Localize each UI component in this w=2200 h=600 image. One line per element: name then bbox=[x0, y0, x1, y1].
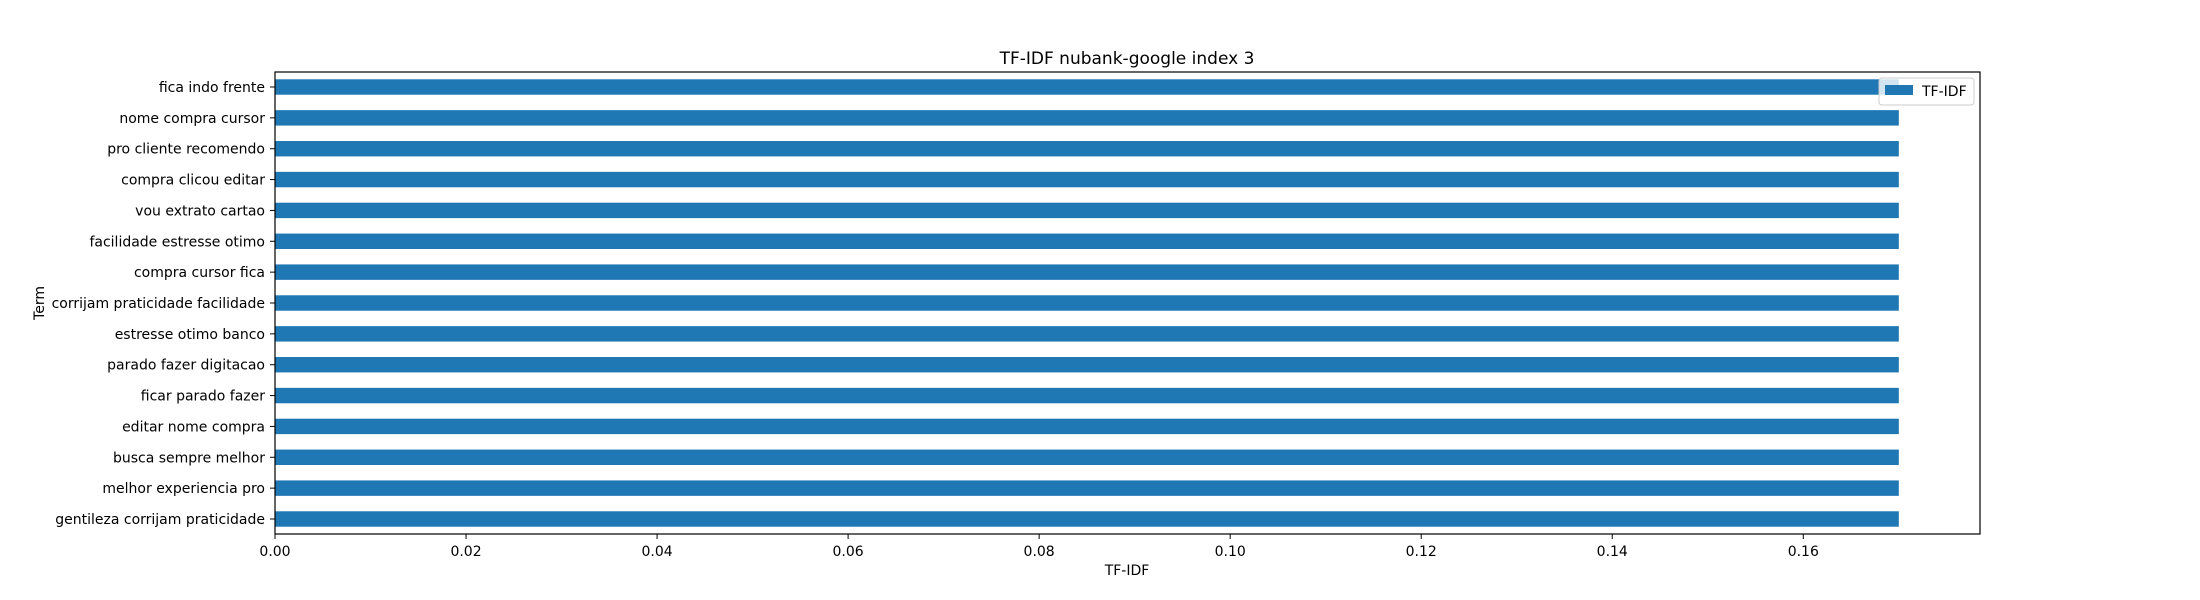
legend-swatch bbox=[1885, 85, 1913, 95]
y-tick-label: compra clicou editar bbox=[121, 173, 265, 189]
y-axis-label: Term bbox=[32, 286, 48, 321]
x-axis: 0.00 0.02 0.04 0.06 0.08 0.10 0.12 0.14 0.16 bbox=[259, 534, 1819, 560]
y-tick-label: busca sempre melhor bbox=[113, 450, 265, 466]
chart-title: TF-IDF nubank-google index 3 bbox=[999, 49, 1255, 69]
y-axis: fica indo frente nome compra cursor pro cl… bbox=[52, 80, 275, 528]
y-tick-label: gentileza corrijam praticidade bbox=[55, 512, 265, 528]
bar bbox=[275, 418, 1899, 435]
x-tick-label: 0.00 bbox=[259, 544, 290, 560]
y-tick-label: melhor experiencia pro bbox=[102, 481, 265, 497]
y-tick-label: estresse otimo banco bbox=[115, 327, 265, 343]
x-tick-label: 0.14 bbox=[1597, 544, 1628, 560]
bar bbox=[275, 110, 1899, 126]
y-tick-label: editar nome compra bbox=[122, 419, 265, 435]
bar bbox=[275, 79, 1899, 95]
plot-frame bbox=[274, 71, 1981, 535]
y-tick-label: nome compra cursor bbox=[119, 111, 265, 127]
y-tick-label: corrijam praticidade facilidade bbox=[52, 296, 265, 312]
bar bbox=[275, 326, 1899, 342]
bar bbox=[275, 357, 1899, 373]
y-tick-label: facilidade estresse otimo bbox=[89, 234, 265, 250]
bars-layer bbox=[275, 79, 1899, 527]
bar bbox=[275, 449, 1899, 465]
x-tick-label: 0.16 bbox=[1788, 544, 1819, 560]
bar bbox=[275, 295, 1899, 311]
legend-label: TF-IDF bbox=[1921, 84, 1967, 100]
x-tick-label: 0.02 bbox=[450, 544, 481, 560]
bar bbox=[275, 264, 1899, 280]
y-tick-label: pro cliente recomendo bbox=[107, 142, 265, 158]
bar bbox=[275, 171, 1899, 188]
y-tick-label: ficar parado fazer bbox=[141, 389, 265, 405]
bar bbox=[275, 511, 1899, 527]
bar bbox=[275, 480, 1899, 496]
x-tick-label: 0.08 bbox=[1024, 544, 1055, 560]
x-tick-label: 0.12 bbox=[1406, 544, 1437, 560]
y-tick-label: vou extrato cartao bbox=[135, 203, 265, 219]
y-tick-label: compra cursor fica bbox=[134, 265, 265, 281]
legend-box bbox=[1878, 77, 1975, 106]
x-axis-label: TF-IDF bbox=[1104, 563, 1150, 579]
x-tick-label: 0.04 bbox=[641, 544, 672, 560]
bar bbox=[275, 233, 1899, 249]
y-tick-label: fica indo frente bbox=[159, 80, 265, 96]
bar bbox=[275, 141, 1899, 157]
x-tick-label: 0.10 bbox=[1215, 544, 1246, 560]
legend: TF-IDF bbox=[1878, 77, 1975, 106]
y-tick-label: parado fazer digitacao bbox=[107, 358, 265, 374]
bar bbox=[275, 387, 1899, 404]
x-tick-label: 0.06 bbox=[833, 544, 864, 560]
bar bbox=[275, 202, 1899, 219]
